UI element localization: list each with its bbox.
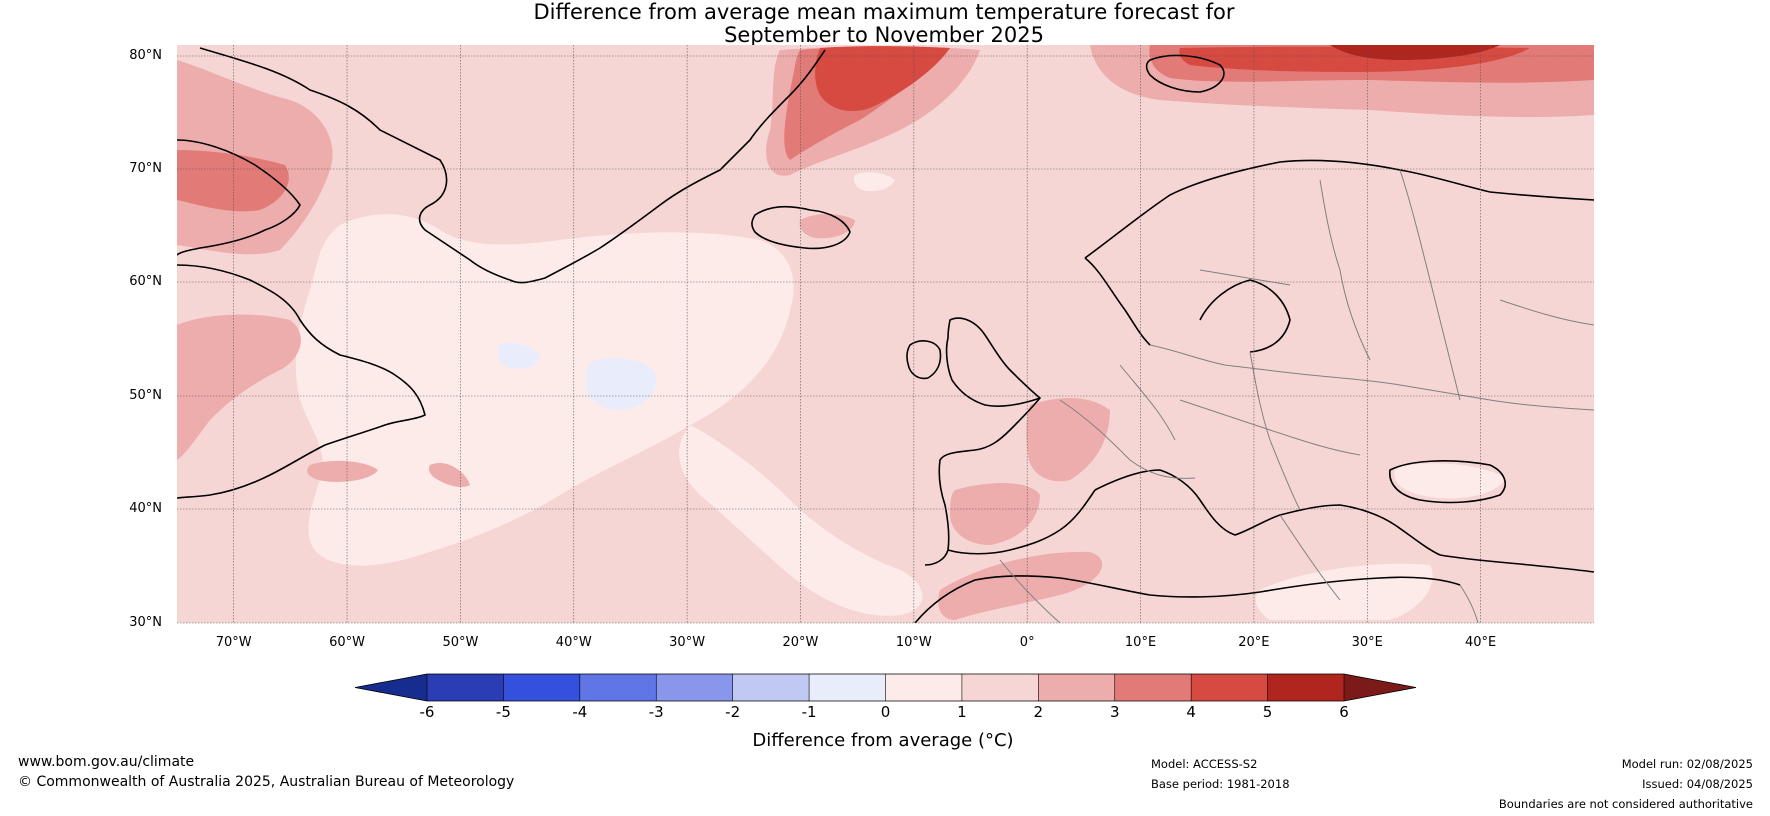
longitude-label: 50°W — [442, 635, 479, 650]
colorbar-tick-label: -1 — [801, 703, 817, 721]
latitude-label: 30°N — [129, 615, 162, 630]
coastline-ireland — [906, 340, 942, 380]
colorbar-segment — [579, 674, 657, 701]
anomaly-region-2-3-iberia — [950, 483, 1040, 545]
colorbar-tick-label: 6 — [1339, 703, 1349, 721]
coastline-baltic — [1199, 279, 1291, 353]
longitude-label: 70°W — [215, 635, 252, 650]
colorbar-segment — [885, 674, 963, 701]
colorbar-tick-label: 2 — [1033, 703, 1044, 721]
anomaly-region-neg-1-0-a — [585, 358, 656, 410]
colorbar-segment — [656, 674, 734, 701]
longitude-label: 10°W — [895, 635, 932, 650]
coastline-north-africa — [914, 575, 1461, 623]
longitude-label: 40°E — [1464, 635, 1497, 650]
anomaly-region-neg-1-0-b — [497, 343, 540, 369]
colorbar-segment — [732, 674, 810, 701]
colorbar-tick-label: -4 — [572, 703, 588, 721]
longitude-label: 0° — [1019, 635, 1035, 650]
anomaly-region-0-1-black-sea — [1394, 463, 1505, 499]
anomaly-region-2-3-north-africa — [938, 551, 1103, 620]
colorbar-segment — [1191, 674, 1269, 701]
coastline-iberia — [947, 489, 1096, 555]
colorbar-segment — [1038, 674, 1116, 701]
coastlines — [177, 47, 1594, 623]
colorbar-tick-label: 1 — [957, 703, 967, 721]
colorbar-segment — [809, 674, 886, 701]
colorbar-segment — [503, 674, 581, 701]
base-period-text: Base period: 1981-2018 — [1151, 777, 1290, 791]
colorbar-segment — [1267, 674, 1345, 701]
anomaly-region-0-1-tail — [679, 425, 923, 616]
model-run-text: Model run: 02/08/2025 — [1621, 757, 1753, 771]
coastline-barents-islands — [1145, 54, 1225, 93]
issued-text: Issued: 04/08/2025 — [1642, 777, 1753, 791]
colorbar — [354, 673, 1417, 702]
anomaly-region-2-3-atlantic-small — [307, 460, 378, 482]
latitude-label: 50°N — [129, 388, 162, 403]
longitude-label: 20°W — [782, 635, 819, 650]
model-text: Model: ACCESS-S2 — [1151, 757, 1258, 771]
coastline-baffin-island — [177, 139, 301, 256]
colorbar-tick-label: 3 — [1109, 703, 1120, 721]
anomaly-region-2-3-france — [1026, 398, 1110, 482]
colorbar-extend-high — [1344, 674, 1416, 701]
colorbar-tick-label: -5 — [495, 703, 511, 721]
longitude-label: 20°E — [1238, 635, 1270, 650]
colorbar-tick-label: 0 — [880, 703, 891, 721]
longitude-label: 30°E — [1351, 635, 1383, 650]
colorbar-tick-label: 5 — [1262, 703, 1273, 721]
coastline-turkey-east — [1439, 554, 1594, 573]
anomaly-region-0-1-norwegian — [853, 172, 895, 192]
anomaly-region-4-5-greenland — [815, 46, 950, 112]
anomaly-region-3-4-baffin — [177, 150, 289, 212]
coastline-scandinavia — [1084, 159, 1594, 259]
coastline-norway-west — [1084, 257, 1151, 346]
longitude-label: 10°E — [1124, 635, 1157, 650]
coastline-mediterranean — [1094, 469, 1441, 556]
colorbar-tick-label: -3 — [648, 703, 664, 721]
copyright-text: © Commonwealth of Australia 2025, Austra… — [18, 774, 515, 790]
longitude-label: 60°W — [329, 635, 365, 650]
colorbar-tick-label: 4 — [1186, 703, 1196, 721]
coastline-britain — [945, 317, 1041, 407]
colorbar-label: Difference from average (°C) — [752, 730, 1014, 751]
colorbar-outline — [354, 673, 1417, 702]
colorbar-tick-label: -6 — [419, 703, 435, 721]
country-borders — [999, 169, 1594, 623]
colorbar-tick-label: -2 — [725, 703, 741, 721]
coastline-black-sea — [1389, 460, 1506, 504]
coastline-greenland — [199, 47, 826, 284]
graticule — [177, 45, 1594, 624]
chart-title-line-1: Difference from average mean maximum tem… — [533, 0, 1235, 24]
anomaly-region-0-1-atlantic — [295, 214, 794, 566]
colorbar-segment — [427, 674, 504, 701]
disclaimer-text: Boundaries are not considered authoritat… — [1498, 797, 1753, 811]
anomaly-region-2-3-atlantic-small-2 — [428, 462, 470, 488]
colorbar-segment — [961, 674, 1039, 701]
latitude-label: 40°N — [129, 501, 162, 516]
anomaly-region-2-3-labrador — [177, 314, 301, 460]
longitude-label: 30°W — [669, 635, 706, 650]
coastline-labrador — [177, 264, 426, 499]
latitude-label: 60°N — [129, 274, 162, 289]
colorbar-extend-low — [355, 674, 427, 701]
chart-title-line-2: September to November 2025 — [724, 23, 1044, 47]
website-text: www.bom.gov.au/climate — [18, 754, 195, 770]
colorbar-segment — [1114, 674, 1192, 701]
latitude-label: 70°N — [129, 161, 162, 176]
longitude-label: 40°W — [555, 635, 592, 650]
coastline-iceland — [751, 205, 851, 250]
map-plot-area — [177, 45, 1594, 623]
latitude-label: 80°N — [129, 48, 162, 63]
